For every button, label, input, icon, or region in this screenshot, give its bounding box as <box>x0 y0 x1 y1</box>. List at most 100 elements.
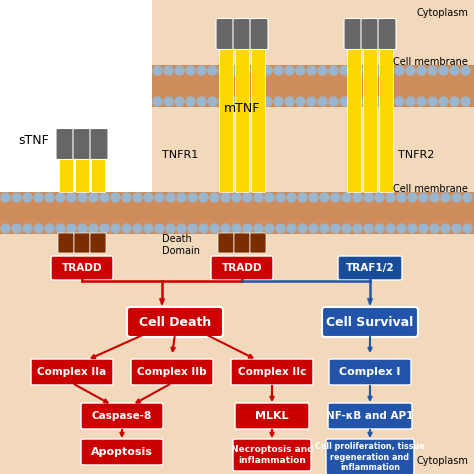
Circle shape <box>450 97 459 106</box>
FancyBboxPatch shape <box>234 233 250 253</box>
Circle shape <box>406 97 415 106</box>
Circle shape <box>309 224 318 233</box>
Circle shape <box>452 193 461 202</box>
Circle shape <box>232 224 241 233</box>
Circle shape <box>452 224 461 233</box>
Circle shape <box>122 224 131 233</box>
Circle shape <box>329 97 338 106</box>
Circle shape <box>175 66 184 75</box>
Circle shape <box>199 224 208 233</box>
Circle shape <box>364 224 373 233</box>
Circle shape <box>408 193 417 202</box>
Circle shape <box>221 193 230 202</box>
Circle shape <box>1 224 10 233</box>
FancyBboxPatch shape <box>231 359 313 385</box>
Text: MLKL: MLKL <box>255 411 289 421</box>
Circle shape <box>417 97 426 106</box>
Circle shape <box>175 97 184 106</box>
Bar <box>347 48 361 192</box>
Circle shape <box>208 66 217 75</box>
Circle shape <box>461 97 470 106</box>
Bar <box>152 65 474 107</box>
Bar <box>251 48 265 192</box>
Circle shape <box>384 97 393 106</box>
Circle shape <box>133 193 142 202</box>
Text: Apoptosis: Apoptosis <box>91 447 153 457</box>
Circle shape <box>397 224 406 233</box>
Text: Death
Domain: Death Domain <box>162 234 200 256</box>
Circle shape <box>318 66 327 75</box>
Circle shape <box>89 193 98 202</box>
FancyBboxPatch shape <box>218 233 234 253</box>
Circle shape <box>274 66 283 75</box>
Circle shape <box>450 66 459 75</box>
Circle shape <box>417 66 426 75</box>
Circle shape <box>340 97 349 106</box>
Circle shape <box>241 66 250 75</box>
FancyBboxPatch shape <box>344 18 362 49</box>
Circle shape <box>386 224 395 233</box>
Circle shape <box>318 97 327 106</box>
Circle shape <box>100 224 109 233</box>
Circle shape <box>166 193 175 202</box>
Circle shape <box>155 224 164 233</box>
FancyBboxPatch shape <box>329 359 411 385</box>
Circle shape <box>56 224 65 233</box>
Circle shape <box>430 224 439 233</box>
Circle shape <box>351 97 360 106</box>
Circle shape <box>199 193 208 202</box>
Circle shape <box>232 193 241 202</box>
Circle shape <box>353 224 362 233</box>
Circle shape <box>221 224 230 233</box>
Bar <box>219 48 233 192</box>
Circle shape <box>439 66 448 75</box>
Circle shape <box>373 97 382 106</box>
Circle shape <box>342 224 351 233</box>
Circle shape <box>320 224 329 233</box>
Circle shape <box>331 193 340 202</box>
Text: sTNF: sTNF <box>18 134 49 146</box>
FancyBboxPatch shape <box>378 18 396 49</box>
Circle shape <box>23 193 32 202</box>
Circle shape <box>111 224 120 233</box>
Text: TRADD: TRADD <box>222 263 262 273</box>
Circle shape <box>375 224 384 233</box>
Circle shape <box>296 66 305 75</box>
Bar <box>363 48 377 192</box>
Bar <box>0 192 474 234</box>
Circle shape <box>463 193 472 202</box>
Circle shape <box>254 193 263 202</box>
Circle shape <box>274 97 283 106</box>
FancyBboxPatch shape <box>361 18 379 49</box>
Circle shape <box>441 193 450 202</box>
Circle shape <box>241 97 250 106</box>
Circle shape <box>153 97 162 106</box>
Text: Complex IIc: Complex IIc <box>238 367 306 377</box>
Circle shape <box>351 66 360 75</box>
Circle shape <box>329 66 338 75</box>
Circle shape <box>89 224 98 233</box>
Circle shape <box>463 224 472 233</box>
Circle shape <box>188 224 197 233</box>
Circle shape <box>439 97 448 106</box>
Circle shape <box>296 97 305 106</box>
FancyBboxPatch shape <box>216 18 234 49</box>
Text: Cell Survival: Cell Survival <box>327 316 414 328</box>
Circle shape <box>441 224 450 233</box>
FancyBboxPatch shape <box>233 439 311 471</box>
Text: Complex I: Complex I <box>339 367 401 377</box>
FancyBboxPatch shape <box>322 307 418 337</box>
Circle shape <box>243 193 252 202</box>
Circle shape <box>230 97 239 106</box>
Circle shape <box>364 193 373 202</box>
Circle shape <box>408 224 417 233</box>
FancyBboxPatch shape <box>211 256 273 280</box>
Text: Cell membrane: Cell membrane <box>393 57 468 67</box>
Circle shape <box>12 224 21 233</box>
FancyBboxPatch shape <box>58 233 74 253</box>
Text: Cell Death: Cell Death <box>139 316 211 328</box>
Circle shape <box>276 224 285 233</box>
Circle shape <box>34 224 43 233</box>
Circle shape <box>155 193 164 202</box>
Text: TRAF1/2: TRAF1/2 <box>346 263 394 273</box>
